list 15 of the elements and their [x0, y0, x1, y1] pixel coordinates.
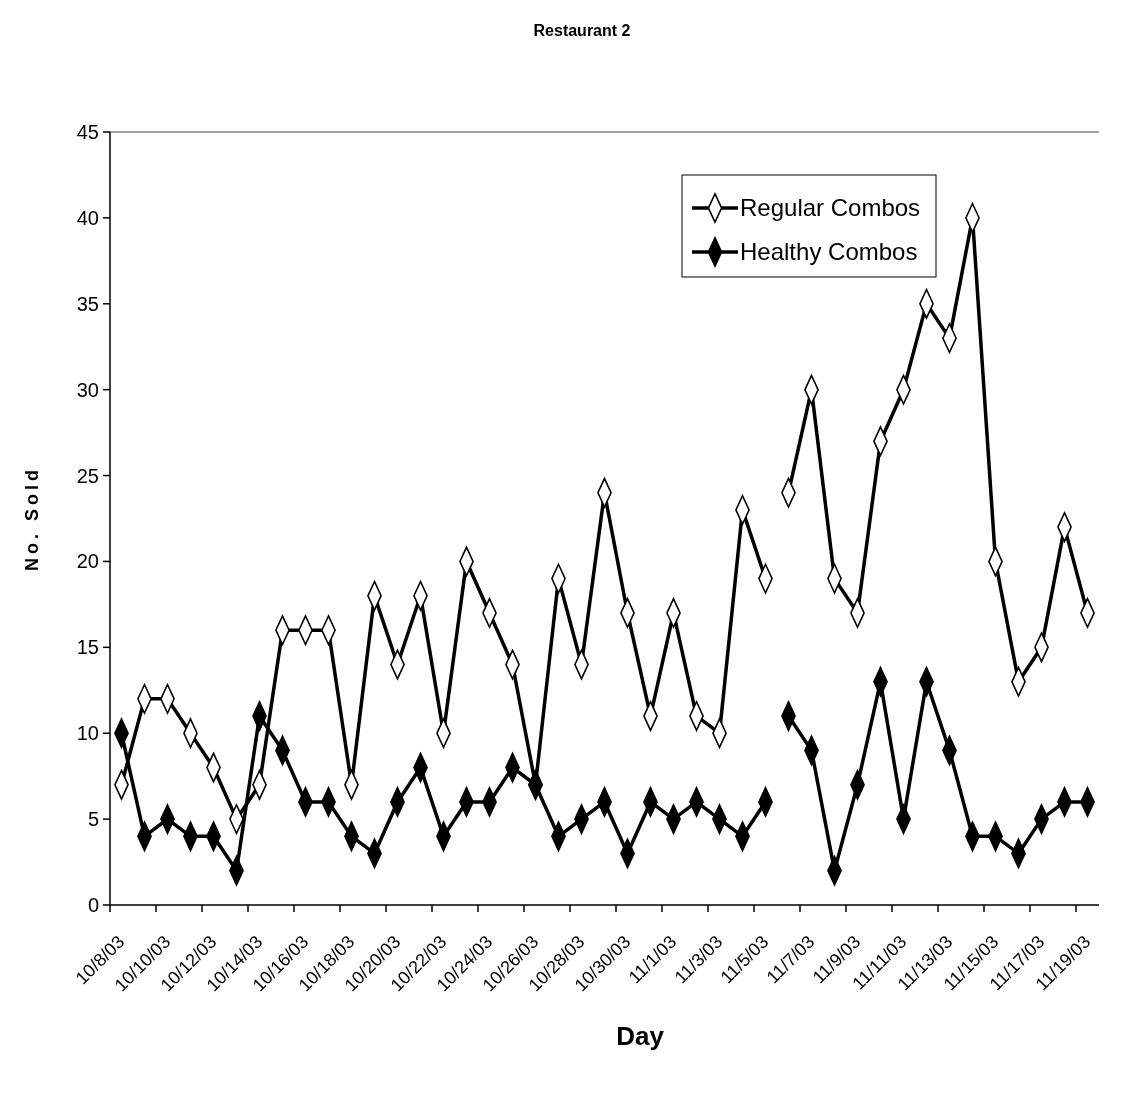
y-tick-label: 10 — [76, 722, 99, 745]
y-tick-label: 35 — [76, 292, 99, 315]
y-tick-label: 0 — [87, 894, 99, 916]
y-axis-title: No. Sold — [22, 466, 42, 571]
chart-title: Restaurant 2 — [533, 22, 631, 39]
y-tick-label: 5 — [87, 808, 99, 831]
legend-label: Healthy Combos — [740, 238, 918, 266]
y-tick-label: 45 — [76, 121, 99, 143]
y-tick-label: 15 — [76, 636, 99, 659]
y-tick-label: 25 — [76, 464, 99, 487]
x-axis-title: Day — [616, 1021, 665, 1051]
y-tick-label: 40 — [76, 206, 99, 229]
y-tick-label: 30 — [76, 378, 99, 401]
y-tick-label: 20 — [76, 550, 99, 573]
legend-label: Regular Combos — [740, 194, 921, 222]
